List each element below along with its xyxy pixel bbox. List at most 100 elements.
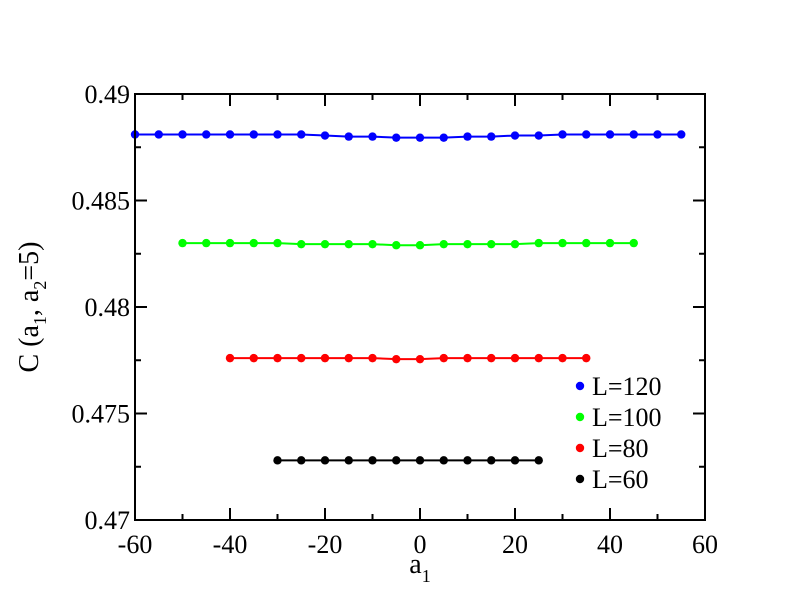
legend-label: L=80 (592, 434, 649, 463)
data-point (487, 353, 496, 363)
data-point (225, 130, 235, 139)
plot-frame (134, 93, 706, 521)
x-axis-title-main: a (409, 549, 422, 580)
legend-label: L=60 (592, 465, 649, 494)
y-axis-title-part-1: C (a (14, 325, 45, 373)
data-point (463, 239, 472, 249)
series-layer (130, 130, 686, 465)
data-point (344, 353, 353, 363)
data-point (320, 353, 330, 363)
data-point (677, 130, 686, 139)
data-point (415, 241, 425, 250)
data-point (463, 456, 472, 465)
series-L=120 (130, 130, 686, 142)
data-point (439, 239, 448, 249)
data-point (534, 456, 543, 465)
data-point (439, 133, 448, 142)
data-point (202, 130, 211, 139)
data-point (392, 241, 401, 250)
x-tick-label: 20 (502, 530, 528, 559)
data-point (297, 353, 306, 363)
y-axis-title-part-2: , a (14, 289, 45, 316)
series-line (230, 357, 587, 361)
legend-marker (575, 443, 585, 453)
y-tick-label: 0.47 (85, 506, 131, 535)
data-point (344, 239, 353, 249)
legend-marker (575, 474, 585, 484)
data-point (249, 238, 258, 248)
data-point (320, 239, 330, 249)
series-L=80 (225, 353, 591, 364)
data-point (463, 132, 472, 141)
data-point (439, 353, 448, 363)
legend-item: L=80 (575, 434, 649, 463)
data-point (225, 353, 235, 363)
legend-item: L=100 (575, 403, 662, 432)
legend-label: L=100 (592, 403, 662, 432)
legend-label: L=120 (592, 372, 662, 401)
data-point (344, 456, 353, 465)
data-point (368, 132, 377, 141)
data-point (582, 130, 591, 139)
data-point (510, 456, 520, 465)
data-point (225, 238, 235, 248)
data-point (415, 354, 425, 364)
data-point (297, 239, 306, 249)
series-L=60 (273, 456, 543, 465)
y-tick-label: 0.49 (85, 80, 131, 109)
data-point (273, 238, 282, 248)
data-point (297, 130, 306, 139)
data-point (368, 239, 377, 249)
data-point (629, 238, 638, 248)
data-point (392, 456, 401, 465)
x-tick-label: 40 (597, 530, 623, 559)
x-tick-label: 0 (414, 530, 427, 559)
data-point (297, 456, 306, 465)
legend-item: L=120 (575, 372, 662, 401)
data-point (273, 130, 282, 139)
data-point (392, 133, 401, 142)
data-point (534, 238, 543, 248)
data-point (558, 130, 567, 139)
y-axis-title-sub-1: 1 (30, 316, 50, 325)
x-axis-title-sub: 1 (422, 566, 431, 586)
data-point (510, 353, 520, 363)
series-L=100 (178, 238, 638, 250)
data-point (368, 456, 377, 465)
y-axis-title: C (a1, a2=5) (14, 242, 50, 373)
y-tick-label: 0.48 (85, 293, 131, 322)
data-point (605, 130, 615, 139)
x-tick-label: -20 (308, 530, 343, 559)
x-tick-label: -40 (213, 530, 248, 559)
data-point (558, 353, 567, 363)
y-axis-title-sub-2: 2 (30, 281, 50, 290)
data-point (487, 132, 496, 141)
data-point (178, 238, 187, 248)
data-point (415, 133, 425, 142)
data-point (392, 354, 401, 364)
data-point (249, 130, 258, 139)
x-axis-title: a1 (409, 549, 430, 586)
data-point (582, 238, 591, 248)
data-point (653, 130, 662, 139)
data-point (439, 456, 448, 465)
x-tick-label: 60 (692, 530, 718, 559)
data-point (629, 130, 638, 139)
legend-marker (575, 412, 585, 422)
data-point (510, 239, 520, 249)
data-point (273, 353, 282, 363)
data-point (582, 353, 591, 363)
axis-tick-labels: -60 -40 -20 0 20 40 60 0.47 0.475 0.48 0.485 0.49 (72, 80, 719, 559)
data-point (249, 353, 258, 363)
data-point (463, 353, 472, 363)
data-point (534, 353, 543, 363)
data-point (415, 456, 425, 465)
y-tick-label: 0.485 (72, 187, 131, 216)
data-point (487, 456, 496, 465)
data-point (320, 456, 330, 465)
x-tick-label: -60 (118, 530, 153, 559)
y-axis-title-part-3: =5) (14, 242, 45, 281)
data-point (320, 131, 330, 140)
